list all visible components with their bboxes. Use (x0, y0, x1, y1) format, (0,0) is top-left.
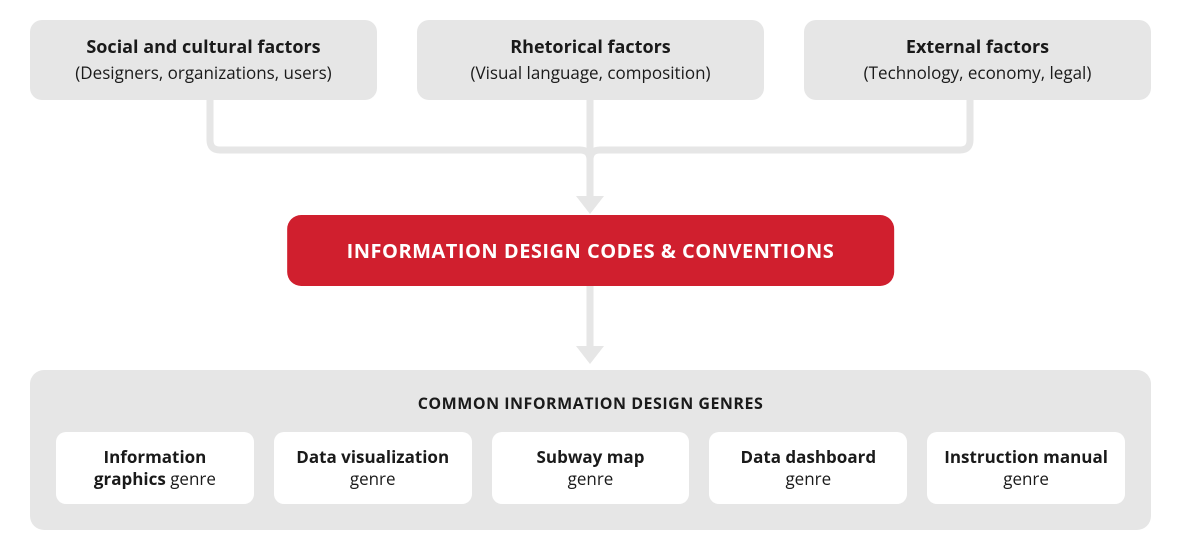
genre-information-graphics: Information graphics genre (56, 432, 254, 504)
genre-subway-map: Subway map genre (492, 432, 690, 504)
genre-instruction-manual: Instruction manual genre (927, 432, 1125, 504)
genres-title: COMMON INFORMATION DESIGN GENRES (56, 392, 1125, 414)
factor-sub: (Technology, economy, legal) (824, 61, 1131, 84)
center-label: INFORMATION DESIGN CODES & CONVENTIONS (347, 237, 835, 264)
factor-external: External factors (Technology, economy, l… (804, 20, 1151, 100)
center-codes-conventions: INFORMATION DESIGN CODES & CONVENTIONS (287, 215, 895, 286)
factor-sub: (Designers, organizations, users) (50, 61, 357, 84)
factor-rhetorical: Rhetorical factors (Visual language, com… (417, 20, 764, 100)
genre-data-dashboard: Data dashboard genre (709, 432, 907, 504)
factor-sub: (Visual language, composition) (437, 61, 744, 84)
genres-panel: COMMON INFORMATION DESIGN GENRES Informa… (30, 370, 1151, 530)
genre-data-visualization: Data visualization genre (274, 432, 472, 504)
factor-title: Social and cultural factors (50, 36, 357, 59)
factor-social: Social and cultural factors (Designers, … (30, 20, 377, 100)
factors-row: Social and cultural factors (Designers, … (30, 20, 1151, 100)
genres-row: Information graphics genre Data visualiz… (56, 432, 1125, 504)
factor-title: External factors (824, 36, 1131, 59)
factor-title: Rhetorical factors (437, 36, 744, 59)
